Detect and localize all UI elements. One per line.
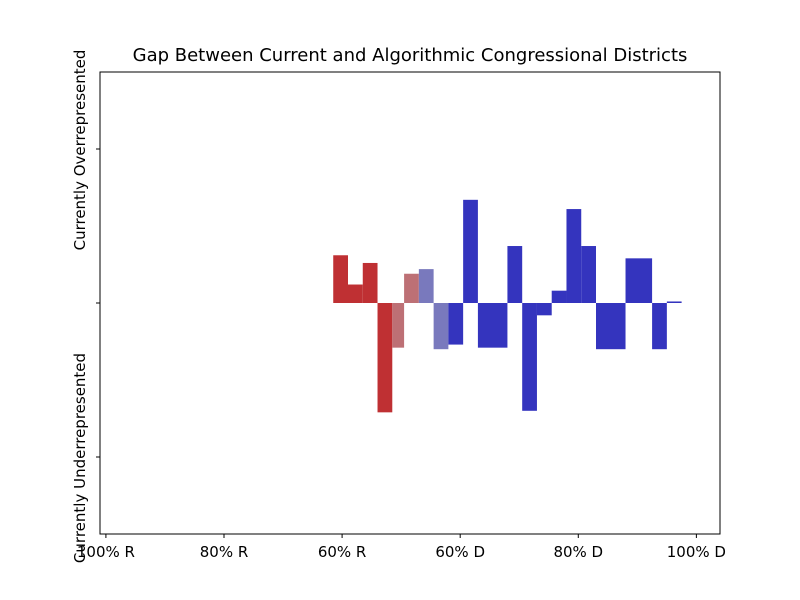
bar-10 xyxy=(477,303,508,348)
bar-2 xyxy=(362,262,378,303)
bar-17 xyxy=(596,303,626,350)
bar-6 xyxy=(418,269,434,303)
bar-5 xyxy=(404,273,419,303)
axis-ticks: 100% R 80% R 60% R 60% D 80% D 100% D xyxy=(77,148,726,561)
chart-title: Gap Between Current and Algorithmic Cong… xyxy=(133,45,688,66)
x-tick-label: 80% D xyxy=(553,543,603,561)
bar-18 xyxy=(625,258,653,303)
x-tick-label: 60% D xyxy=(435,543,485,561)
bar-20 xyxy=(666,301,682,303)
x-tick-label: 80% R xyxy=(200,543,249,561)
bar-15 xyxy=(566,209,582,303)
bar-16 xyxy=(581,246,596,303)
bar-1 xyxy=(348,284,363,303)
bar-3 xyxy=(377,303,393,413)
bar-4 xyxy=(392,303,405,348)
bar-series xyxy=(333,199,682,413)
bar-7 xyxy=(433,303,449,350)
bar-11 xyxy=(507,246,523,303)
bar-9 xyxy=(463,199,478,303)
x-tick-label: 60% R xyxy=(318,543,367,561)
x-tick-label: 100% D xyxy=(667,543,726,561)
x-tick-label: 100% R xyxy=(77,543,135,561)
y-label-underrepresented: Currently Underrepresented xyxy=(71,353,89,563)
bar-0 xyxy=(333,255,348,303)
bar-12 xyxy=(522,303,537,411)
y-label-overrepresented: Currently Overrepresented xyxy=(71,50,89,251)
plot-frame xyxy=(99,71,721,535)
bar-19 xyxy=(652,303,667,350)
bar-8 xyxy=(448,303,464,345)
bar-14 xyxy=(551,290,567,303)
bar-13 xyxy=(536,303,552,316)
